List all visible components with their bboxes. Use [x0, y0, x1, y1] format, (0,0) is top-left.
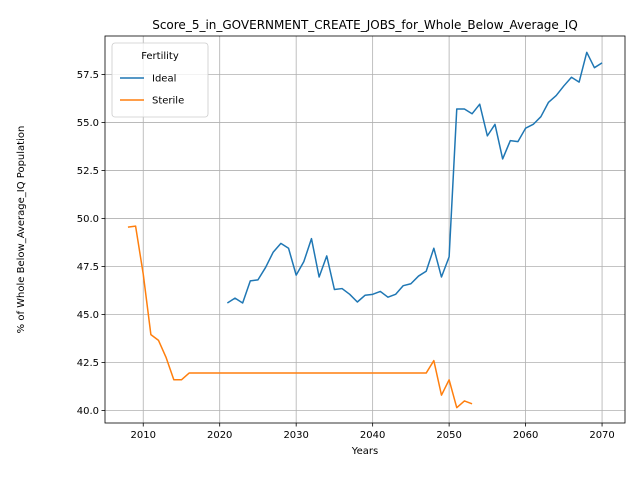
legend-label-ideal: Ideal — [152, 74, 176, 85]
y-tick-label: 47.5 — [77, 262, 99, 273]
series-lines — [127, 51, 603, 409]
legend-items: Ideal Sterile — [120, 74, 184, 107]
y-tick-label: 55.0 — [77, 118, 99, 129]
plot-frame — [104, 35, 626, 424]
y-axis-label: % of Whole Below_Average_IQ Population — [16, 126, 27, 334]
x-axis-ticks: 2010 2020 2030 2040 2050 2060 2070 — [131, 423, 615, 441]
y-tick-label: 42.5 — [77, 358, 99, 369]
y-tick-label: 50.0 — [77, 214, 99, 225]
chart-title: Score_5_in_GOVERNMENT_CREATE_JOBS_for_Wh… — [152, 18, 578, 32]
x-tick-label: 2020 — [207, 430, 232, 441]
y-tick-label: 52.5 — [77, 166, 99, 177]
x-tick-label: 2060 — [513, 430, 538, 441]
y-tick-label: 40.0 — [77, 406, 99, 417]
x-tick-label: 2070 — [589, 430, 614, 441]
x-tick-label: 2030 — [283, 430, 308, 441]
legend: Fertility Ideal Sterile — [111, 42, 209, 118]
x-tick-label: 2040 — [360, 430, 385, 441]
y-tick-label: 45.0 — [77, 310, 99, 321]
legend-label-sterile: Sterile — [152, 96, 184, 107]
legend-title: Fertility — [141, 51, 179, 62]
y-axis-ticks: 40.0 42.5 45.0 47.5 50.0 52.5 55.0 57.5 — [77, 70, 105, 417]
x-tick-label: 2050 — [436, 430, 461, 441]
x-axis-label: Years — [351, 446, 378, 457]
x-tick-label: 2010 — [131, 430, 156, 441]
series-line-sterile — [127, 225, 473, 409]
legend-box — [111, 42, 209, 118]
grid-lines — [105, 36, 625, 423]
y-tick-label: 57.5 — [77, 70, 99, 81]
series-line-ideal — [226, 51, 603, 304]
